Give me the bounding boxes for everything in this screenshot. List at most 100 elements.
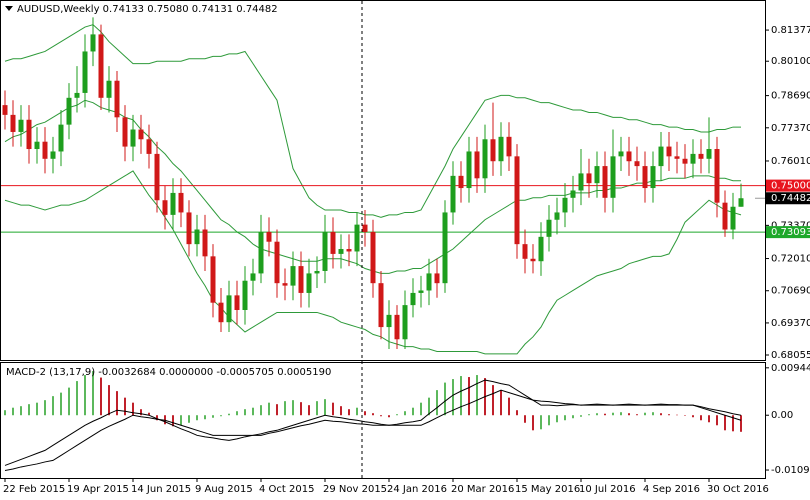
macd-histogram-bar xyxy=(172,415,174,427)
macd-histogram-bar xyxy=(124,397,126,416)
macd-histogram-bar xyxy=(700,415,702,421)
macd-histogram-bar xyxy=(44,400,46,416)
candle-body xyxy=(658,146,664,167)
candle-body xyxy=(298,266,304,293)
candle-body xyxy=(506,136,512,157)
candle-body xyxy=(482,139,488,179)
macd-histogram-bar xyxy=(196,415,198,421)
macd-histogram-bar xyxy=(724,415,726,431)
candle-body xyxy=(498,136,504,162)
candle-body xyxy=(26,119,32,150)
x-tick-label: 22 Feb 2015 xyxy=(3,484,65,495)
chart-title: AUDUSD,Weekly 0.74133 0.75080 0.74131 0.… xyxy=(17,4,278,15)
macd-histogram-bar xyxy=(492,385,494,416)
candle-body xyxy=(730,206,736,230)
candle-body xyxy=(698,153,704,159)
candle-body xyxy=(122,117,128,147)
macd-histogram-bar xyxy=(52,396,54,416)
y-tick-label: 0.76010 xyxy=(771,156,810,167)
candle-body xyxy=(50,151,56,159)
macd-histogram-bar xyxy=(148,412,150,416)
plot-area xyxy=(1,17,765,471)
macd-histogram-bar xyxy=(596,413,598,416)
candle-body xyxy=(466,151,472,189)
macd-y-tick-label: 0.009441 xyxy=(771,363,810,374)
macd-histogram-bar xyxy=(436,390,438,416)
candle-body xyxy=(634,161,640,167)
macd-histogram-bar xyxy=(580,415,582,417)
candle-body xyxy=(34,141,40,150)
candle-body xyxy=(738,198,744,207)
candle-body xyxy=(394,314,400,340)
candle-body xyxy=(706,149,712,159)
macd-histogram-bar xyxy=(668,414,670,416)
y-tick-label: 0.77370 xyxy=(771,123,810,134)
candle-body xyxy=(522,244,528,259)
candle-body xyxy=(442,212,448,284)
macd-histogram-bar xyxy=(252,407,254,416)
macd-histogram-bar xyxy=(300,402,302,416)
macd-histogram-bar xyxy=(308,405,310,416)
candle-body xyxy=(42,141,48,159)
candle-body xyxy=(346,249,352,252)
candle-body xyxy=(194,229,200,245)
y-tick-label: 0.80100 xyxy=(771,56,810,67)
x-tick-label: 4 Oct 2015 xyxy=(259,484,314,495)
x-tick-label: 29 Nov 2015 xyxy=(323,484,387,495)
candle-body xyxy=(642,166,648,189)
macd-histogram-bar xyxy=(508,397,510,416)
macd-histogram-bar xyxy=(532,415,534,431)
candle-body xyxy=(458,175,464,189)
candle-body xyxy=(242,280,248,310)
candle-body xyxy=(10,114,16,132)
macd-histogram-bar xyxy=(468,377,470,416)
macd-histogram-bar xyxy=(236,411,238,416)
macd-histogram-bar xyxy=(460,376,462,416)
candle-body xyxy=(474,151,480,179)
macd-histogram-bar xyxy=(188,415,190,423)
macd-histogram-bar xyxy=(260,405,262,416)
candle-body xyxy=(58,124,64,152)
candle-body xyxy=(362,224,368,232)
candle-body xyxy=(290,266,296,286)
macd-histogram-bar xyxy=(348,409,350,416)
macd-histogram-bar xyxy=(132,402,134,416)
macd-histogram-bar xyxy=(572,415,574,419)
macd-histogram-bar xyxy=(676,414,678,416)
candle-body xyxy=(602,166,608,198)
macd-histogram-bar xyxy=(612,412,614,416)
macd-histogram-bar xyxy=(268,402,270,416)
macd-histogram-bar xyxy=(540,415,542,430)
candle-body xyxy=(274,241,280,284)
macd-histogram-bar xyxy=(364,411,366,416)
macd-histogram-bar xyxy=(276,404,278,416)
macd-histogram-bar xyxy=(356,407,358,416)
candle-body xyxy=(666,146,672,157)
candle-body xyxy=(434,273,440,284)
macd-histogram-bar xyxy=(692,415,694,418)
candle-body xyxy=(282,283,288,286)
price-level-label: 0.75000 xyxy=(771,181,810,192)
macd-histogram-bar xyxy=(292,400,294,416)
candle-body xyxy=(618,151,624,157)
x-tick-label: 4 Sep 2016 xyxy=(643,484,700,495)
macd-histogram-bar xyxy=(628,413,630,416)
y-tick-label: 0.81377 xyxy=(771,25,810,36)
candle-body xyxy=(18,119,24,132)
x-tick-label: 20 Mar 2016 xyxy=(451,484,514,495)
macd-histogram-bar xyxy=(340,406,342,416)
macd-histogram-bar xyxy=(92,371,94,416)
macd-histogram-bar xyxy=(636,414,638,416)
macd-signal-line xyxy=(4,389,742,471)
macd-histogram-bar xyxy=(284,401,286,416)
macd-title: MACD-2 (13,17,9) -0.0032684 0.0000000 -0… xyxy=(6,367,331,378)
candle-body xyxy=(258,231,264,274)
candle-body xyxy=(714,149,720,203)
candle-body xyxy=(186,212,192,245)
macd-histogram-bar xyxy=(212,415,214,418)
menu-triangle[interactable] xyxy=(5,6,13,11)
macd-histogram-bar xyxy=(244,409,246,416)
macd-histogram-bar xyxy=(60,392,62,416)
